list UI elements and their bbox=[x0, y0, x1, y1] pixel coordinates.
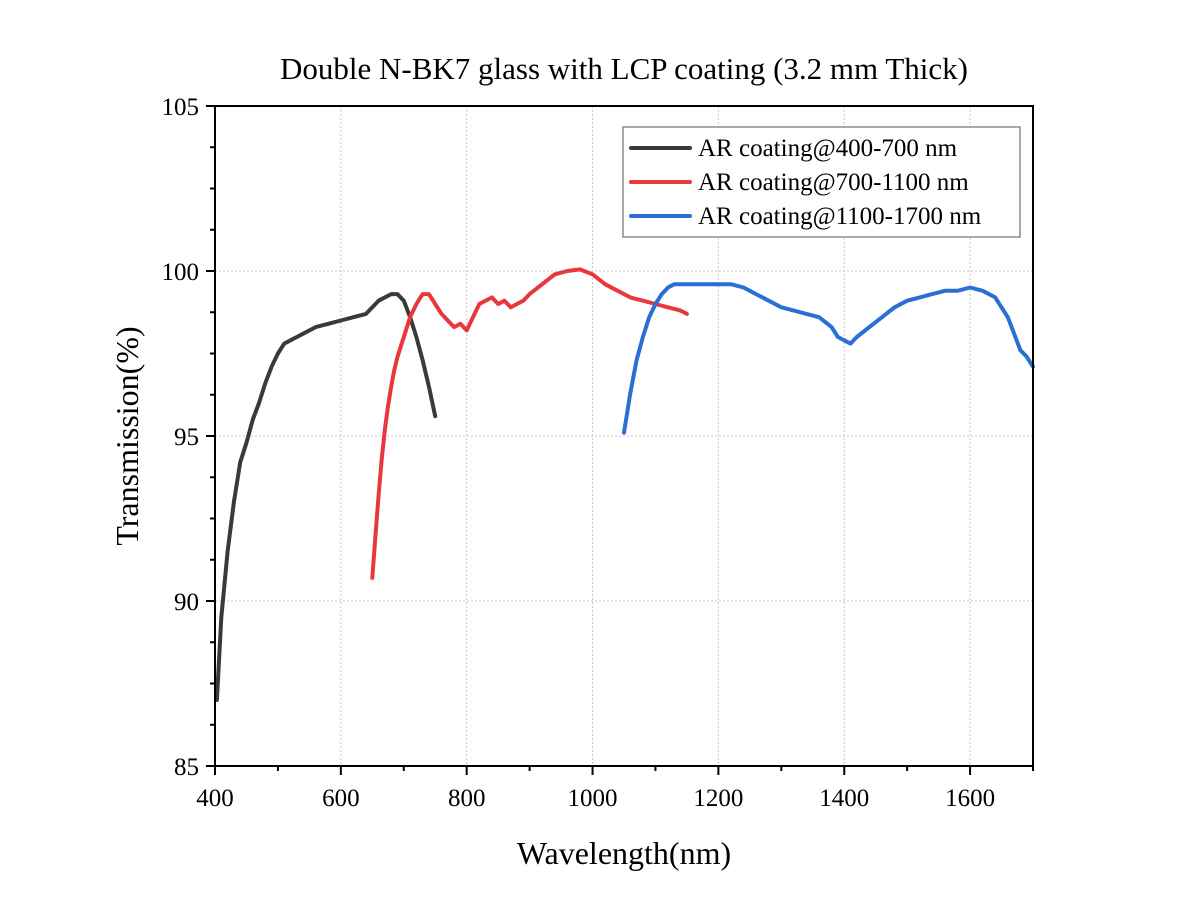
series-lines bbox=[214, 267, 1035, 702]
series-line-2 bbox=[370, 267, 689, 580]
legend-label-1: AR coating@400-700 nm bbox=[698, 135, 958, 162]
series-line-1 bbox=[214, 292, 438, 702]
x-tick-label: 1600 bbox=[945, 785, 995, 812]
y-tick-label: 105 bbox=[162, 94, 200, 121]
y-axis-title: Transmission(%) bbox=[109, 326, 145, 545]
legend: AR coating@400-700 nm AR coating@700-1100… bbox=[622, 126, 1021, 238]
y-tick-label: 90 bbox=[174, 589, 199, 616]
x-tick-label: 600 bbox=[322, 785, 360, 812]
x-tick-label: 400 bbox=[196, 785, 234, 812]
x-tick-label: 800 bbox=[448, 785, 486, 812]
y-tick-label: 100 bbox=[162, 259, 200, 286]
legend-label-3: AR coating@1100-1700 nm bbox=[698, 203, 982, 230]
legend-label-2: AR coating@700-1100 nm bbox=[698, 169, 969, 196]
x-tick-label: 1400 bbox=[819, 785, 869, 812]
y-tick-label: 95 bbox=[174, 424, 199, 451]
axis-ticks bbox=[206, 105, 1034, 775]
series-line-3 bbox=[622, 282, 1035, 435]
y-tick-label: 85 bbox=[174, 754, 199, 781]
x-tick-label: 1000 bbox=[568, 785, 618, 812]
x-tick-label: 1200 bbox=[693, 785, 743, 812]
chart-title: Double N-BK7 glass with LCP coating (3.2… bbox=[280, 51, 968, 86]
x-axis-title: Wavelength(nm) bbox=[517, 835, 731, 871]
tick-labels: 400 600 800 1000 1200 1400 1600 85 90 95 100 105 bbox=[162, 94, 996, 812]
